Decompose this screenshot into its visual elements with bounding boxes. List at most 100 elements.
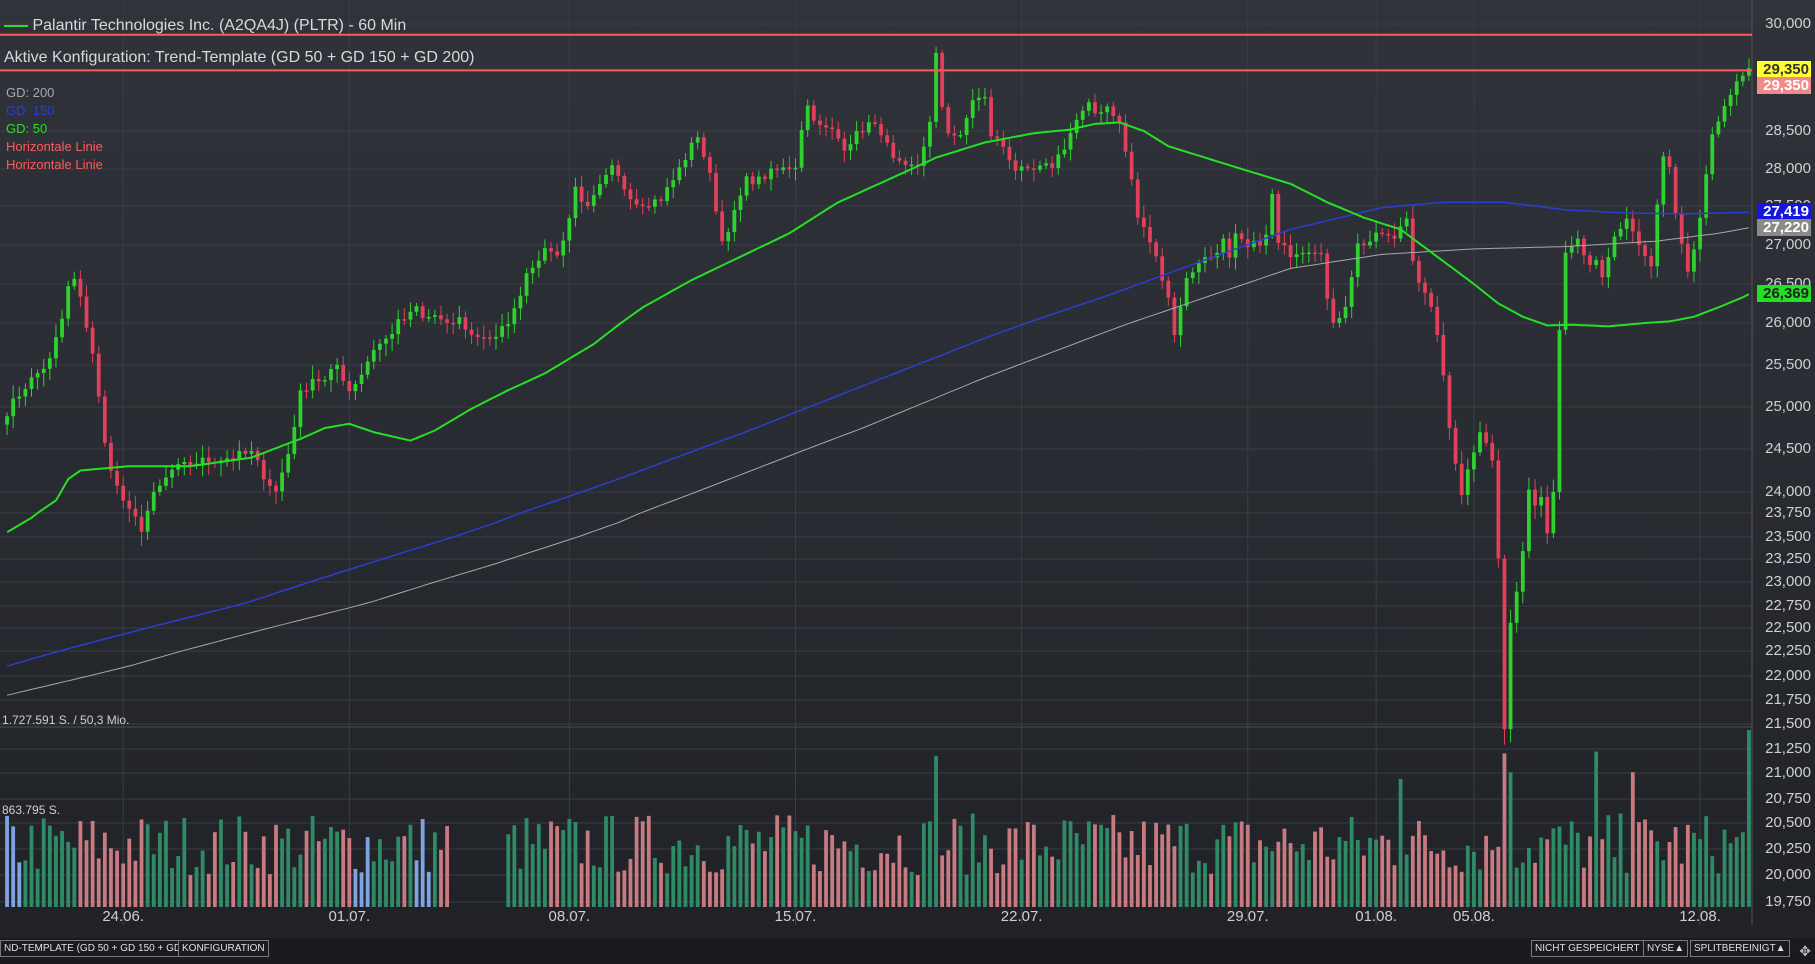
candle-body bbox=[1643, 245, 1647, 257]
volume-bar bbox=[1710, 856, 1715, 907]
volume-bar bbox=[1655, 841, 1660, 907]
candle-body bbox=[5, 416, 9, 425]
candle-body bbox=[738, 195, 743, 210]
candle-body bbox=[970, 100, 975, 119]
candle-body bbox=[701, 137, 706, 157]
candle-body bbox=[1490, 442, 1495, 461]
volume-bar bbox=[836, 848, 841, 907]
volume-bar bbox=[78, 821, 83, 907]
volume-bar bbox=[1551, 828, 1556, 907]
candle-body bbox=[1398, 226, 1403, 239]
candle-body bbox=[549, 248, 553, 252]
volume-bar bbox=[781, 827, 786, 907]
y-tick-label: 26,000 bbox=[1765, 314, 1811, 331]
volume-bar bbox=[432, 832, 437, 907]
y-tick-label: 24,000 bbox=[1765, 483, 1811, 500]
volume-bar bbox=[958, 825, 963, 907]
candle-body bbox=[1068, 132, 1073, 150]
legend: GD: 200 GD: 150 GD: 50 Horizontale Linie Hor… bbox=[6, 84, 103, 174]
candle-body bbox=[714, 172, 718, 212]
candle-body bbox=[1392, 235, 1397, 239]
candle-body bbox=[481, 337, 486, 339]
volume-bar bbox=[133, 860, 138, 907]
volume-bar bbox=[530, 844, 535, 907]
x-tick-label: 08.07. bbox=[548, 908, 591, 925]
candle-body bbox=[286, 454, 291, 473]
volume-bar bbox=[200, 850, 205, 907]
candle-body bbox=[1190, 272, 1195, 279]
candle-body bbox=[304, 390, 309, 392]
legend-item[interactable]: GD: 150 bbox=[6, 103, 55, 118]
candle-body bbox=[157, 485, 162, 492]
not-saved-button[interactable]: NICHT GESPEICHERT bbox=[1531, 940, 1644, 957]
configuration-button[interactable]: KONFIGURATION bbox=[178, 940, 269, 957]
volume-bar bbox=[934, 755, 938, 907]
candle-body bbox=[885, 135, 890, 143]
volume-bar bbox=[873, 870, 877, 907]
candle-body bbox=[1508, 622, 1513, 730]
candle-body bbox=[1575, 238, 1580, 247]
candle-body bbox=[1093, 102, 1097, 114]
legend-item[interactable]: Horizontale Linie bbox=[6, 139, 103, 154]
exchange-button[interactable]: NYSE▲ bbox=[1643, 940, 1689, 957]
volume-bar bbox=[90, 821, 95, 907]
candle-body bbox=[1196, 263, 1201, 273]
candle-body bbox=[237, 450, 242, 459]
candle-body bbox=[109, 442, 113, 471]
candle-body bbox=[1637, 231, 1641, 246]
candle-body bbox=[708, 156, 712, 173]
volume-bar bbox=[1374, 839, 1379, 907]
volume-bar bbox=[1392, 865, 1397, 907]
volume-bar bbox=[347, 838, 352, 907]
volume-bar bbox=[1294, 851, 1299, 907]
volume-bar bbox=[946, 850, 951, 907]
volume-bar bbox=[1111, 815, 1116, 907]
candle-body bbox=[1441, 334, 1446, 376]
split-adjusted-button[interactable]: SPLITBEREINIGT▲ bbox=[1690, 940, 1790, 957]
price-badge: 27,220 bbox=[1757, 218, 1811, 236]
volume-bar bbox=[1588, 836, 1592, 907]
volume-bar bbox=[170, 867, 174, 907]
candle-body bbox=[1435, 306, 1440, 335]
candle-body bbox=[567, 218, 572, 241]
candle-body bbox=[1502, 558, 1507, 730]
volume-bar bbox=[1533, 862, 1537, 907]
candle-body bbox=[1349, 277, 1354, 307]
volume-bar bbox=[983, 835, 987, 907]
volume-bar bbox=[371, 861, 376, 907]
volume-bar bbox=[157, 832, 162, 907]
candle-body bbox=[891, 142, 896, 159]
candle-body bbox=[426, 316, 431, 319]
volume-bar bbox=[384, 859, 388, 907]
volume-bar bbox=[1166, 824, 1171, 907]
legend-item[interactable]: Horizontale Linie bbox=[6, 157, 103, 172]
move-icon[interactable]: ✥ bbox=[1799, 943, 1811, 959]
volume-bar bbox=[646, 815, 651, 907]
chart-svg[interactable] bbox=[0, 0, 1815, 938]
candle-body bbox=[1117, 116, 1122, 123]
candle-body bbox=[824, 125, 828, 128]
config-label: Aktive Konfiguration: Trend-Template (GD… bbox=[4, 49, 475, 66]
legend-item[interactable]: GD: 50 bbox=[6, 121, 48, 136]
candle-body bbox=[512, 308, 517, 325]
volume-bar bbox=[341, 829, 346, 907]
y-tick-label: 19,750 bbox=[1765, 893, 1811, 910]
candle-body bbox=[60, 318, 64, 338]
volume-bar bbox=[585, 830, 590, 907]
volume-bar bbox=[995, 873, 1000, 907]
candle-body bbox=[1698, 217, 1702, 250]
legend-item[interactable]: GD: 200 bbox=[6, 85, 55, 100]
template-button[interactable]: ND-TEMPLATE (GD 50 + GD 150 + GD 200) bbox=[0, 940, 208, 957]
volume-bar bbox=[35, 868, 40, 907]
volume-bar bbox=[1086, 821, 1091, 907]
candle-body bbox=[1404, 218, 1409, 227]
volume-bar bbox=[151, 854, 156, 907]
candle-body bbox=[139, 516, 144, 532]
candle-body bbox=[1453, 427, 1458, 464]
volume-bar bbox=[720, 869, 725, 907]
candle-body bbox=[805, 105, 810, 130]
volume-bar bbox=[579, 863, 584, 907]
volume-bar bbox=[1728, 843, 1733, 907]
candle-body bbox=[1056, 154, 1061, 168]
